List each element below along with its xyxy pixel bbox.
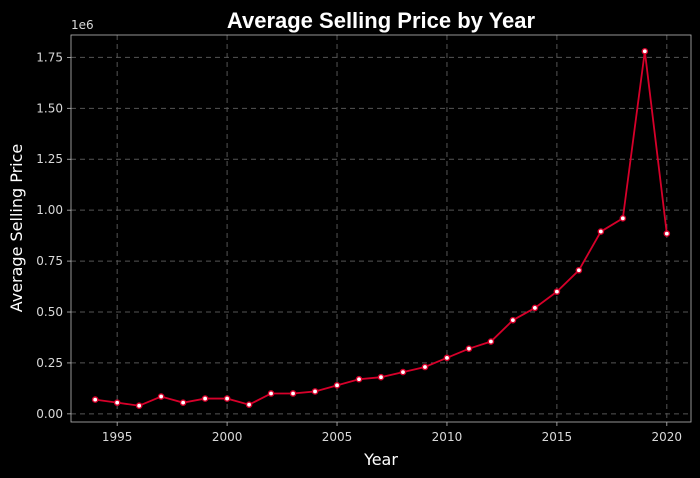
data-point <box>223 395 231 402</box>
y-tick-label: 0.50 <box>36 305 63 319</box>
data-point <box>157 393 165 400</box>
data-point <box>289 390 297 397</box>
plot-frame <box>70 34 692 423</box>
y-tick-label: 1.50 <box>36 101 63 115</box>
data-point <box>311 388 319 395</box>
series-group <box>91 47 671 410</box>
y-tick-label: 1.25 <box>36 152 63 166</box>
data-point <box>509 316 517 324</box>
data-point <box>553 288 561 295</box>
y-axis-label: Average Selling Price <box>7 144 26 313</box>
gridlines <box>71 35 691 422</box>
y-tick-label: 0.75 <box>36 254 63 268</box>
data-point <box>663 230 671 237</box>
data-point <box>113 399 121 406</box>
data-point <box>201 395 209 402</box>
x-axis: 1995 2000 2005 2010 2015 2020 <box>102 422 682 444</box>
y-tick-label: 1.75 <box>36 50 63 64</box>
data-point <box>179 399 187 406</box>
data-point <box>355 375 363 383</box>
data-point <box>399 368 407 376</box>
y-axis: 0.00 0.25 0.50 0.75 1.00 1.25 1.50 1.75 <box>36 50 71 421</box>
chart-title: Average Selling Price by Year <box>227 8 536 33</box>
x-tick-label: 2020 <box>652 430 683 444</box>
data-point <box>597 228 605 235</box>
data-point <box>377 373 385 381</box>
y-tick-label: 0.25 <box>36 356 63 370</box>
data-point <box>641 47 649 55</box>
data-point <box>421 363 429 371</box>
y-offset-label: 1e6 <box>71 18 94 32</box>
y-tick-label: 0.00 <box>36 407 63 421</box>
data-point <box>267 390 275 397</box>
data-point <box>245 401 253 408</box>
data-point <box>531 304 539 312</box>
data-point <box>333 382 341 389</box>
x-tick-label: 2010 <box>432 430 463 444</box>
data-point <box>575 266 583 274</box>
x-tick-label: 2000 <box>212 430 243 444</box>
x-tick-label: 2015 <box>542 430 573 444</box>
data-point <box>465 345 473 352</box>
data-point <box>487 338 495 345</box>
x-tick-label: 1995 <box>102 430 133 444</box>
data-point <box>619 215 627 222</box>
data-point <box>443 354 451 362</box>
x-tick-label: 2005 <box>322 430 353 444</box>
x-axis-label: Year <box>363 450 398 469</box>
data-point <box>135 402 143 410</box>
data-point <box>91 396 99 403</box>
y-tick-label: 1.00 <box>36 203 63 217</box>
